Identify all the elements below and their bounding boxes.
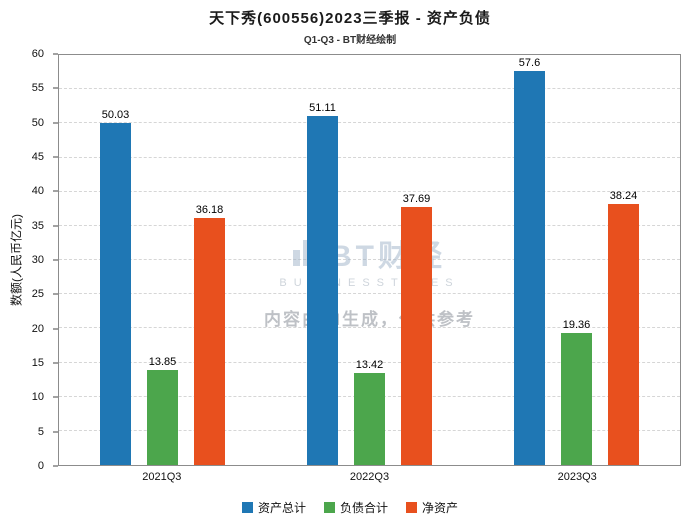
y-tick-label: 0	[37, 460, 44, 472]
legend-swatch	[241, 502, 253, 513]
bar-wrap: 50.03	[100, 55, 131, 465]
bar-group: 50.03 13.85 36.18	[59, 55, 266, 465]
y-tick-mark	[53, 156, 58, 158]
bar	[194, 217, 225, 465]
y-tick-labels: 0 5 10 15 20 25 30 35 40 45 50 55 60	[0, 48, 52, 472]
plot-area: BT财经 BUSINESSTIMES 内容由AI生成，仅供参考 50.03 13.…	[58, 54, 681, 466]
gridline	[59, 293, 680, 295]
y-tick-label: 25	[31, 288, 44, 301]
bar	[307, 115, 338, 465]
y-tick-label: 40	[31, 185, 44, 198]
bar-wrap: 13.42	[354, 55, 385, 465]
bar-group: 51.11 13.42 37.69	[266, 55, 473, 465]
y-tick-mark	[53, 328, 58, 330]
y-tick-marks	[53, 53, 58, 467]
y-tick-label: 30	[31, 254, 44, 266]
y-tick-label: 5	[37, 425, 44, 438]
bar	[514, 71, 545, 465]
legend-item: 负债合计	[323, 499, 388, 516]
bar	[147, 370, 178, 465]
gridline	[59, 259, 680, 260]
y-tick-label: 10	[31, 391, 44, 404]
y-tick-mark	[53, 362, 58, 364]
chart-subtitle: Q1-Q3 - BT财经绘制	[303, 35, 397, 46]
y-tick-mark	[53, 53, 58, 55]
chart-title: 天下秀(600556)2023三季报 - 资产负债	[209, 10, 491, 27]
bar	[100, 123, 131, 465]
gridline	[59, 224, 680, 226]
bar-wrap: 51.11	[307, 55, 338, 465]
bar-value-label: 37.69	[402, 193, 431, 206]
bar-value-label: 38.24	[609, 189, 638, 202]
bar-value-label: 51.11	[309, 101, 336, 114]
bar-group: 57.6 19.36 38.24	[473, 55, 680, 465]
bar-wrap: 37.69	[401, 55, 432, 465]
bar-wrap: 57.6	[514, 55, 545, 465]
legend-label: 净资产	[422, 501, 459, 515]
y-tick-label: 50	[31, 116, 44, 129]
gridline	[59, 122, 680, 124]
legend-label: 负债合计	[339, 501, 388, 515]
y-tick-mark	[53, 465, 58, 467]
y-tick-label: 45	[31, 151, 44, 163]
y-tick-mark	[53, 122, 58, 124]
y-tick-mark	[53, 293, 58, 295]
bar-value-label: 13.85	[148, 356, 177, 369]
y-tick-label: 55	[31, 82, 44, 95]
bar-wrap: 19.36	[561, 55, 592, 465]
y-tick-label: 60	[31, 48, 44, 60]
y-tick-mark	[53, 259, 58, 261]
y-tick-mark	[53, 396, 58, 398]
bar-value-label: 57.6	[518, 57, 541, 70]
bar	[608, 203, 639, 465]
y-tick-label: 35	[31, 219, 44, 232]
bar-value-label: 13.42	[355, 359, 384, 372]
y-tick-mark	[53, 190, 58, 192]
bar-groups: 50.03 13.85 36.18 51.11 13.42 37.69 57.6 19.36 3…	[59, 55, 680, 465]
gridline	[59, 156, 680, 158]
legend-swatch	[406, 502, 417, 513]
bar-wrap: 13.85	[147, 55, 178, 465]
gridline	[59, 88, 680, 90]
x-tick-label: 2022Q3	[349, 471, 390, 483]
bar-value-label: 19.36	[562, 318, 591, 331]
legend: 资产总计 负债合计 净资产	[0, 499, 700, 516]
bar-value-label: 50.03	[101, 109, 130, 122]
gridline	[59, 327, 680, 329]
y-tick-mark	[53, 87, 58, 89]
y-tick-mark	[53, 431, 58, 433]
x-tick-label: 2023Q3	[557, 471, 597, 483]
legend-item: 净资产	[406, 499, 458, 516]
legend-label: 资产总计	[257, 501, 306, 515]
bar	[354, 373, 385, 465]
bar-value-label: 36.18	[195, 203, 224, 216]
gridline	[59, 190, 680, 192]
bar	[401, 207, 432, 465]
y-tick-label: 15	[31, 357, 44, 369]
bar-wrap: 36.18	[194, 55, 225, 465]
y-tick-mark	[53, 225, 58, 227]
x-tick-labels: 2021Q3 2022Q3 2023Q3	[58, 471, 681, 483]
legend-item: 资产总计	[241, 499, 306, 516]
bar	[561, 332, 592, 465]
legend-swatch	[323, 502, 335, 513]
bar-wrap: 38.24	[608, 55, 639, 465]
x-tick-label: 2021Q3	[142, 471, 182, 483]
gridline	[59, 361, 680, 363]
y-tick-label: 20	[31, 322, 44, 335]
